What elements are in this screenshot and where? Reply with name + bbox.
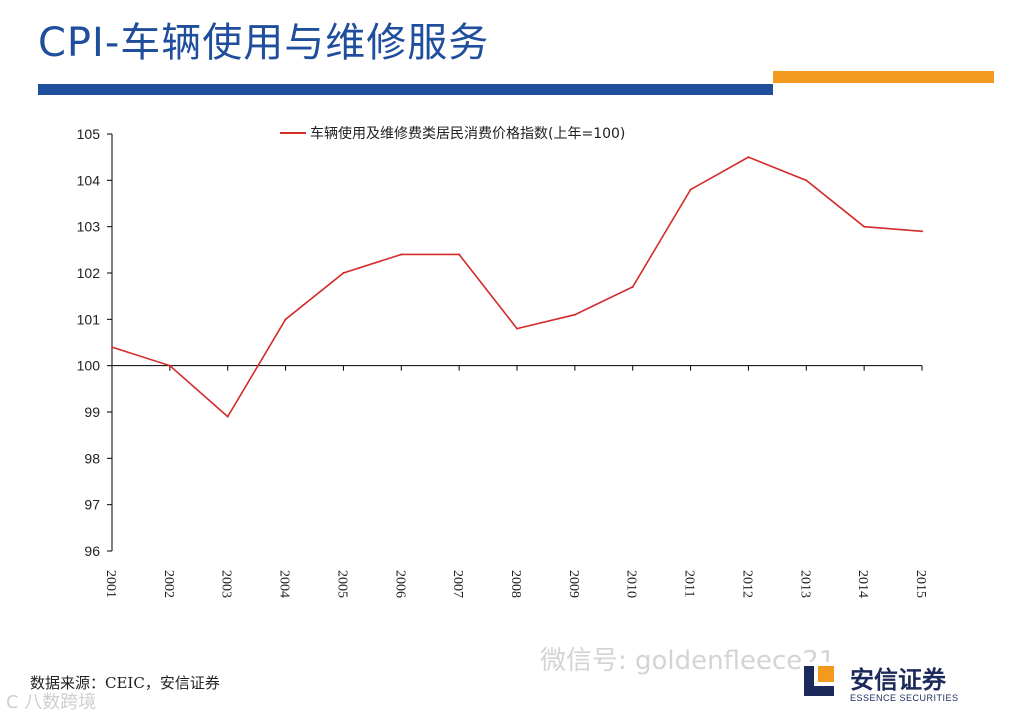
- x-tick-label: 2008: [508, 570, 523, 598]
- data-point: [805, 179, 808, 182]
- data-point: [863, 225, 866, 228]
- data-point: [284, 318, 287, 321]
- data-point: [921, 230, 923, 233]
- y-tick-label: 103: [77, 219, 101, 235]
- data-point: [747, 156, 750, 159]
- y-tick-label: 102: [77, 265, 101, 281]
- logo-text-cn: 安信证券: [850, 666, 946, 694]
- data-point: [516, 327, 518, 330]
- legend-label: 车辆使用及维修费类居民消费价格指数(上年=100): [310, 125, 625, 142]
- logo-mark-icon: [800, 662, 838, 700]
- watermark-left: C 八数跨境: [6, 692, 97, 713]
- data-point: [458, 253, 461, 256]
- chart-series: [111, 156, 923, 418]
- x-tick-label: 2002: [161, 570, 176, 598]
- watermark-wechat: 微信号: goldenfleece21: [540, 646, 836, 676]
- chart-legend: 车辆使用及维修费类居民消费价格指数(上年=100): [280, 125, 625, 142]
- x-tick-label: 2007: [450, 570, 465, 598]
- y-tick-label: 97: [84, 497, 100, 513]
- data-point: [689, 188, 692, 191]
- y-tick-label: 99: [84, 404, 100, 420]
- x-tick-label: 2012: [739, 570, 754, 598]
- data-point: [168, 364, 171, 367]
- title-underline-orange: [773, 71, 994, 83]
- chart-axes: 96 97 98 99 100 101 102 103 104 105 2001 2002 2003 20…: [77, 126, 928, 598]
- y-tick-label: 100: [77, 358, 101, 374]
- x-tick-label: 2001: [103, 570, 118, 598]
- x-tick-label: 2010: [624, 570, 639, 598]
- series-line: [111, 156, 923, 418]
- data-point: [573, 313, 576, 316]
- data-point: [400, 253, 403, 256]
- logo-text-en: ESSENCE SECURITIES: [850, 693, 959, 703]
- x-tick-label: 2015: [913, 570, 928, 598]
- x-tick-label: 2014: [855, 570, 870, 598]
- data-point: [631, 285, 634, 288]
- title-underline-blue: [38, 84, 773, 95]
- x-tick-label: 2013: [797, 570, 812, 598]
- x-tick-label: 2006: [392, 570, 407, 598]
- company-logo: 安信证券 ESSENCE SECURITIES: [800, 660, 1000, 710]
- data-point: [226, 415, 229, 418]
- x-tick-label: 2011: [682, 570, 697, 597]
- page-title: CPI-车辆使用与维修服务: [38, 20, 490, 66]
- x-tick-label: 2005: [334, 570, 349, 598]
- x-tick-label: 2009: [566, 570, 581, 598]
- x-tick-label: 2004: [277, 570, 292, 598]
- data-source-note: 数据来源：CEIC，安信证券: [30, 674, 220, 692]
- data-point: [342, 272, 345, 274]
- y-tick-label: 98: [84, 450, 100, 466]
- y-tick-label: 96: [84, 543, 100, 559]
- y-tick-label: 105: [77, 126, 101, 142]
- y-tick-label: 104: [77, 172, 101, 188]
- x-tick-label: 2003: [219, 570, 234, 598]
- y-tick-label: 101: [77, 311, 101, 327]
- data-point: [111, 346, 113, 349]
